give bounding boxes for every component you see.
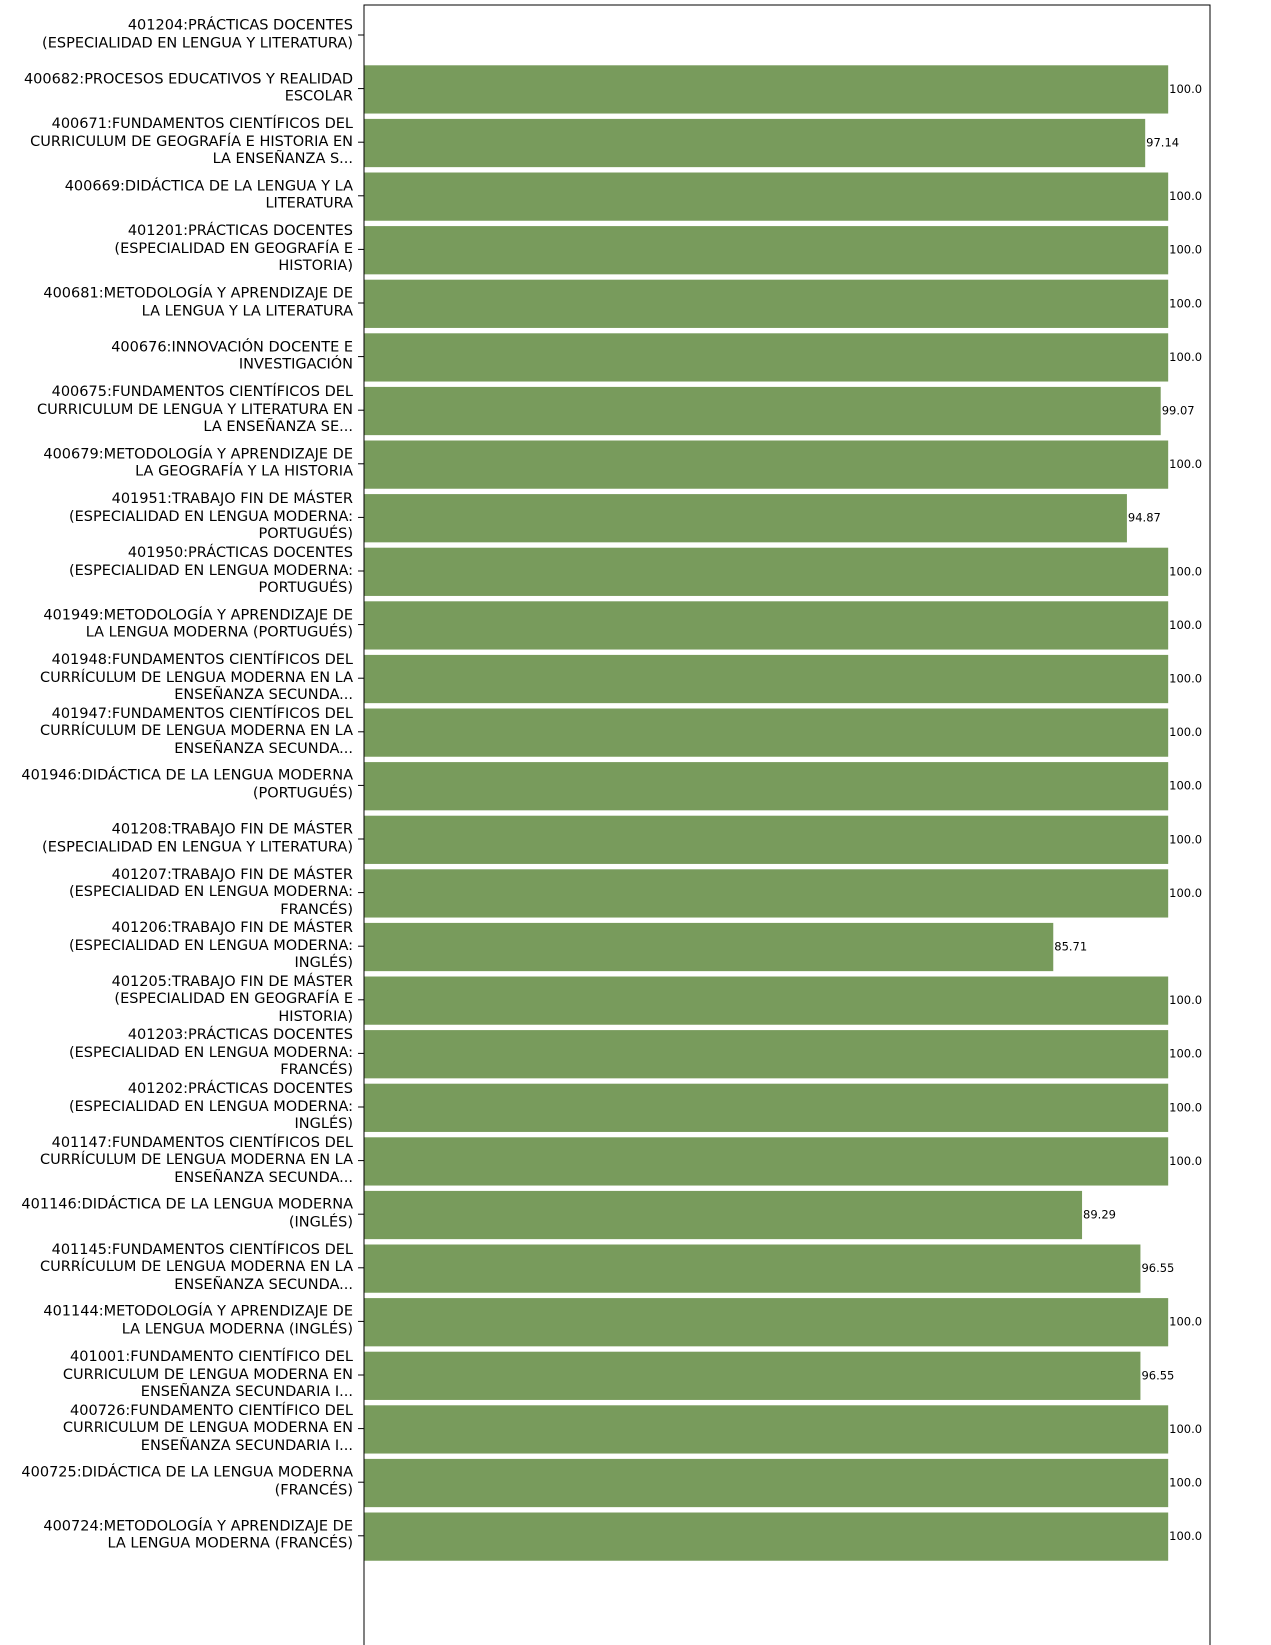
value-label: 100.0 bbox=[1169, 457, 1202, 471]
value-label: 100.0 bbox=[1169, 993, 1202, 1007]
y-tick-label: 401206:TRABAJO FIN DE MÁSTER (ESPECIALID… bbox=[68, 919, 353, 971]
bar bbox=[364, 172, 1169, 221]
value-label: 100.0 bbox=[1169, 243, 1202, 257]
value-label: 97.14 bbox=[1146, 136, 1179, 150]
y-tick-label: 401946:DIDÁCTICA DE LA LENGUA MODERNA (P… bbox=[21, 767, 353, 802]
y-tick-label: 401947:FUNDAMENTOS CIENTÍFICOS DEL CURRÍ… bbox=[39, 705, 353, 757]
bar bbox=[364, 1030, 1169, 1079]
value-label: 94.87 bbox=[1128, 511, 1161, 525]
value-label: 100.0 bbox=[1169, 1154, 1202, 1168]
y-tick-label: 401949:METODOLOGÍA Y APRENDIZAJE DE LA L… bbox=[43, 607, 353, 641]
value-label: 100.0 bbox=[1169, 350, 1202, 364]
y-tick-label: 401001:FUNDAMENTO CIENTÍFICO DEL CURRICU… bbox=[62, 1348, 353, 1400]
value-label: 100.0 bbox=[1169, 82, 1202, 96]
y-tick-label: 400669:DIDÁCTICA DE LA LENGUA Y LA LITER… bbox=[64, 178, 353, 212]
bar bbox=[364, 1512, 1169, 1561]
y-tick-label: 401948:FUNDAMENTOS CIENTÍFICOS DEL CURRÍ… bbox=[39, 651, 353, 703]
bar bbox=[364, 601, 1169, 650]
value-label: 96.55 bbox=[1141, 1261, 1174, 1275]
value-label: 100.0 bbox=[1169, 1422, 1202, 1436]
bar bbox=[364, 815, 1169, 864]
bar bbox=[364, 654, 1169, 704]
y-tick-label: 401208:TRABAJO FIN DE MÁSTER (ESPECIALID… bbox=[42, 821, 353, 856]
value-label: 100.0 bbox=[1169, 672, 1202, 686]
bar bbox=[364, 333, 1169, 382]
bar bbox=[364, 440, 1169, 489]
value-label: 100.0 bbox=[1169, 1047, 1202, 1061]
y-tick-label: 401144:METODOLOGÍA Y APRENDIZAJE DE LA L… bbox=[43, 1303, 353, 1338]
value-label: 100.0 bbox=[1169, 296, 1202, 310]
y-tick-label: 401201:PRÁCTICAS DOCENTES (ESPECIALIDAD … bbox=[114, 223, 353, 275]
bar bbox=[364, 1405, 1169, 1454]
bar bbox=[364, 65, 1169, 114]
bar bbox=[364, 976, 1169, 1025]
y-tick-label: 401203:PRÁCTICAS DOCENTES (ESPECIALIDAD … bbox=[68, 1027, 353, 1079]
bar bbox=[364, 869, 1169, 918]
y-tick-label: 400675:FUNDAMENTOS CIENTÍFICOS DEL CURRI… bbox=[36, 383, 353, 435]
bar bbox=[364, 1351, 1141, 1400]
value-label: 96.55 bbox=[1141, 1368, 1174, 1382]
value-label: 100.0 bbox=[1169, 1476, 1202, 1490]
y-tick-label: 400671:FUNDAMENTOS CIENTÍFICOS DEL CURRI… bbox=[30, 115, 353, 167]
bar bbox=[364, 1298, 1169, 1347]
bar bbox=[364, 494, 1127, 543]
y-tick-label: 401147:FUNDAMENTOS CIENTÍFICOS DEL CURRÍ… bbox=[39, 1134, 353, 1186]
value-label: 100.0 bbox=[1169, 564, 1202, 578]
value-label: 100.0 bbox=[1169, 1100, 1202, 1114]
value-label: 100.0 bbox=[1169, 832, 1202, 846]
y-tick-label: 401204:PRÁCTICAS DOCENTES (ESPECIALIDAD … bbox=[42, 17, 353, 52]
y-tick-label: 401207:TRABAJO FIN DE MÁSTER (ESPECIALID… bbox=[68, 866, 353, 918]
y-tick-label: 400681:METODOLOGÍA Y APRENDIZAJE DE LA L… bbox=[43, 285, 353, 320]
value-label: 89.29 bbox=[1083, 1208, 1116, 1222]
value-label: 100.0 bbox=[1169, 1315, 1202, 1329]
y-tick-label: 400679:METODOLOGÍA Y APRENDIZAJE DE LA G… bbox=[43, 446, 353, 480]
value-label: 99.07 bbox=[1162, 404, 1195, 418]
bar bbox=[364, 547, 1169, 596]
value-label: 100.0 bbox=[1169, 189, 1202, 203]
bar bbox=[364, 1137, 1169, 1186]
y-tick-label: 400676:INNOVACIÓN DOCENTE E INVESTIGACIÓ… bbox=[111, 339, 353, 373]
bar bbox=[364, 1244, 1141, 1293]
bar bbox=[364, 1190, 1083, 1240]
bar bbox=[364, 1083, 1169, 1132]
y-tick-label: 401951:TRABAJO FIN DE MÁSTER (ESPECIALID… bbox=[68, 491, 353, 543]
bar bbox=[364, 279, 1169, 328]
bar bbox=[364, 762, 1169, 811]
y-tick-label: 401950:PRÁCTICAS DOCENTES (ESPECIALIDAD … bbox=[68, 544, 353, 596]
value-label: 85.71 bbox=[1054, 940, 1087, 954]
bar bbox=[364, 922, 1054, 972]
bar bbox=[364, 386, 1161, 436]
value-label: 100.0 bbox=[1169, 725, 1202, 739]
y-tick-label: 401146:DIDÁCTICA DE LA LENGUA MODERNA (I… bbox=[21, 1196, 353, 1231]
value-label: 100.0 bbox=[1169, 1529, 1202, 1543]
y-tick-label: 400726:FUNDAMENTO CIENTÍFICO DEL CURRICU… bbox=[62, 1402, 353, 1454]
y-tick-label: 401145:FUNDAMENTOS CIENTÍFICOS DEL CURRÍ… bbox=[39, 1241, 353, 1293]
axes-frame bbox=[363, 4, 1211, 1645]
y-tick-label: 400724:METODOLOGÍA Y APRENDIZAJE DE LA L… bbox=[43, 1518, 353, 1552]
value-label: 100.0 bbox=[1169, 886, 1202, 900]
y-tick-label: 400725:DIDÁCTICA DE LA LENGUA MODERNA (F… bbox=[21, 1464, 353, 1499]
value-label: 100.0 bbox=[1169, 618, 1202, 632]
y-tick-label: 400682:PROCESOS EDUCATIVOS Y REALIDAD ES… bbox=[23, 71, 353, 105]
bar bbox=[364, 226, 1169, 275]
y-tick-label: 401202:PRÁCTICAS DOCENTES (ESPECIALIDAD … bbox=[68, 1080, 353, 1132]
value-label: 100.0 bbox=[1169, 779, 1202, 793]
y-tick-label: 401205:TRABAJO FIN DE MÁSTER (ESPECIALID… bbox=[111, 973, 353, 1025]
bar bbox=[364, 1458, 1169, 1508]
bar bbox=[364, 708, 1169, 757]
bar bbox=[364, 118, 1146, 168]
